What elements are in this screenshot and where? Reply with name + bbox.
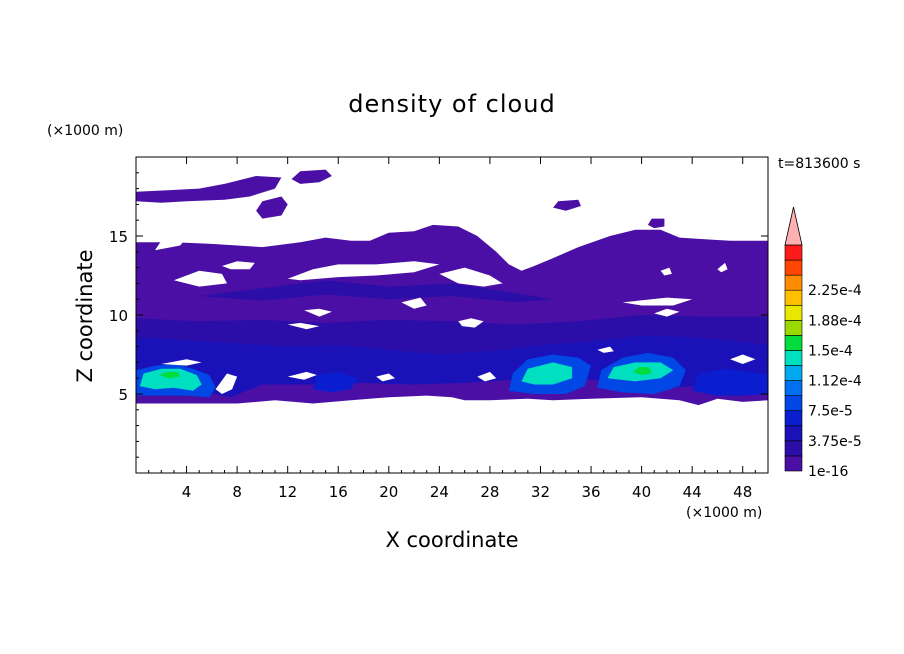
cloud-region-cell-east-2-peak: [632, 367, 652, 375]
colorbar-swatch: [784, 425, 803, 442]
colorbar-tick-label: 7.5e-5: [808, 404, 853, 420]
x-tick-label: 24: [430, 483, 449, 501]
clear-gap-15: [287, 371, 317, 380]
cloud-region-upper-band-dense: [199, 280, 554, 303]
x-tick-label: 8: [232, 483, 242, 501]
x-unit-label: (×1000 m): [686, 505, 762, 521]
colorbar-swatch: [784, 395, 803, 412]
colorbar-swatch: [784, 244, 803, 261]
plot-area: [136, 169, 768, 406]
clear-gap-11: [660, 267, 672, 276]
x-tick-label: 40: [632, 483, 651, 501]
colorbar-swatch: [784, 320, 803, 336]
colorbar: 1e-16 3.75e-5 7.5e-5 1.12e-4 1.5e-4 1.88e-4 2.…: [784, 206, 862, 480]
y-axis-label: Z coordinate: [73, 249, 97, 382]
y-tick-label: 5: [118, 386, 128, 404]
clear-gap-2: [222, 261, 255, 270]
x-tick-label: 32: [531, 483, 550, 501]
cloud-region-cell-far-east: [692, 368, 768, 396]
colorbar-tick-label: 1e-16: [808, 464, 848, 480]
clear-gap-10: [654, 308, 680, 317]
y-tick-label: 15: [109, 228, 128, 246]
colorbar-tick-label: 1.12e-4: [808, 374, 862, 390]
colorbar-swatch: [784, 410, 803, 427]
clear-gap-14: [215, 373, 238, 394]
clear-gap-13: [161, 359, 202, 366]
clear-gap-4: [439, 267, 503, 287]
x-tick-label: 20: [379, 483, 398, 501]
colorbar-swatch: [784, 289, 803, 306]
x-tick-label: 16: [329, 483, 348, 501]
clear-gap-16: [376, 373, 396, 382]
clear-gap-6: [304, 308, 332, 317]
colorbar-swatch: [784, 304, 803, 321]
cloud-region-cloud-patch-c: [553, 199, 581, 211]
cloud-region-cloud-patch-d: [647, 218, 665, 229]
colorbar-swatch: [784, 274, 803, 291]
colorbar-tick-label: 1.88e-4: [808, 313, 862, 329]
cloud-region-cell-west-peak: [158, 371, 181, 379]
colorbar-tick-label: 2.25e-4: [808, 283, 862, 299]
clear-gap-1: [173, 270, 227, 287]
cloud-region-cloud-patch-b: [291, 169, 332, 184]
colorbar-extend-arrow: [784, 206, 803, 246]
clear-gap-5: [401, 297, 427, 309]
colorbar-tick-label: 3.75e-5: [808, 434, 862, 450]
cloud-region-cell-east-1-core: [521, 362, 573, 385]
clear-gap-8: [458, 318, 484, 328]
cloud-region-upper-scattered-cloud: [136, 176, 282, 203]
cloud-region-cell-center: [313, 371, 358, 393]
cloud-region-cell-west-core: [139, 368, 202, 391]
x-tick-label: 44: [683, 483, 702, 501]
clear-gap-19: [597, 346, 614, 353]
colorbar-swatch: [784, 380, 803, 396]
colorbar-swatch: [784, 455, 803, 472]
clear-gap-9: [622, 297, 693, 306]
x-tick-label: 48: [733, 483, 752, 501]
colorbar-swatch: [784, 350, 803, 366]
colorbar-swatch: [784, 440, 803, 457]
chart-title: density of cloud: [348, 90, 555, 118]
clear-gap-12: [717, 262, 728, 273]
y-tick-label: 10: [109, 307, 128, 325]
colorbar-tick-label: 1.5e-4: [808, 343, 853, 359]
x-tick-label: 36: [581, 483, 600, 501]
colorbar-swatch: [784, 259, 803, 276]
x-axis-label: X coordinate: [385, 528, 518, 552]
x-tick-label: 28: [480, 483, 499, 501]
x-tick-label: 12: [278, 483, 297, 501]
cloud-region-cloud-patch-a: [256, 196, 288, 219]
colorbar-swatch: [784, 335, 803, 351]
colorbar-swatch: [784, 365, 803, 381]
clear-gap-7: [287, 322, 320, 330]
y-unit-label: (×1000 m): [47, 123, 123, 139]
clear-gap-18: [730, 354, 756, 364]
clear-gap-3: [287, 261, 440, 281]
time-label: t=813600 s: [778, 156, 860, 172]
x-tick-label: 4: [182, 483, 192, 501]
clear-gap-0: [155, 240, 184, 251]
clear-gap-17: [477, 371, 497, 382]
